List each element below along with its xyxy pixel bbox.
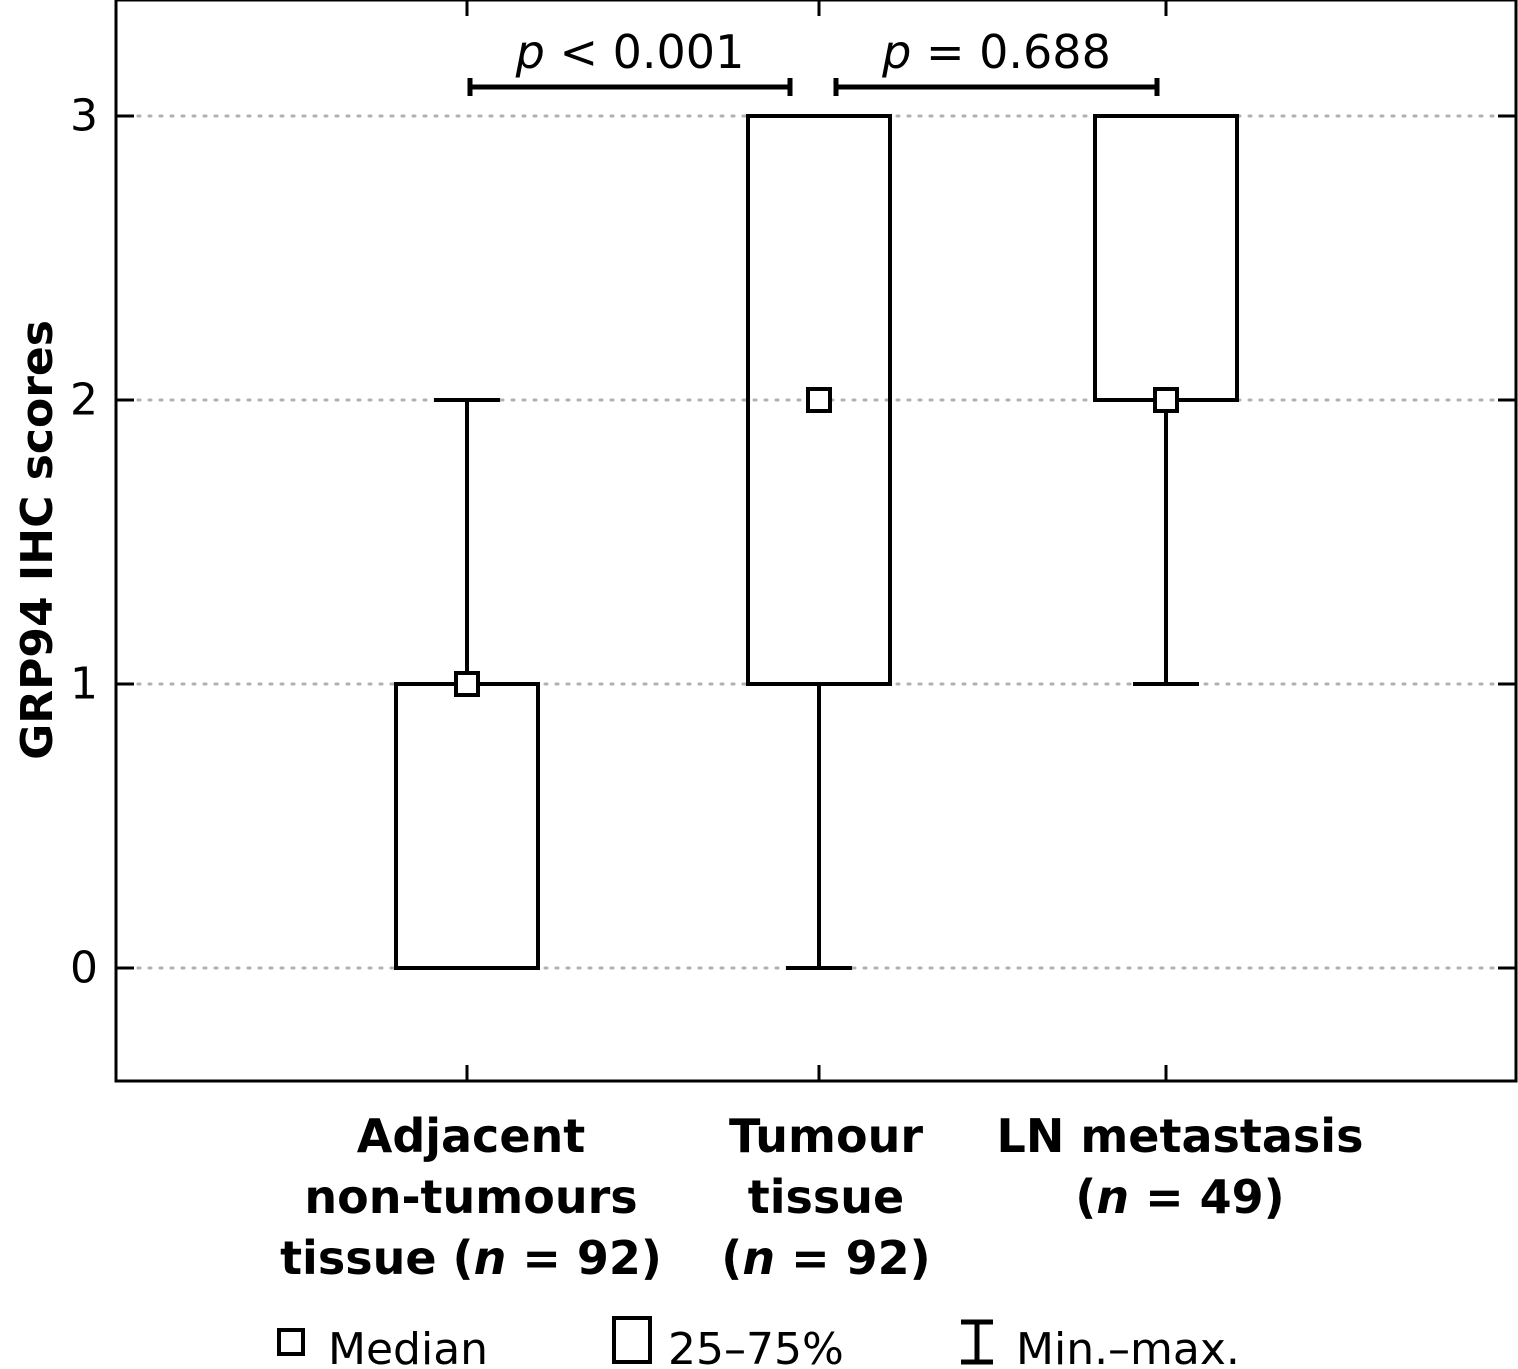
axis-ticks: 0 1 2 3 <box>70 0 1516 1081</box>
grid-lines <box>114 114 1518 970</box>
legend-median-icon <box>277 1328 305 1356</box>
label-part: Tumour <box>729 1109 923 1163</box>
y-axis-label: GRP94 IHC scores <box>12 320 63 760</box>
iqr-box <box>1093 114 1239 402</box>
median-marker <box>806 387 832 413</box>
p-value-label: p = 0.688 <box>881 25 1111 79</box>
label-part: Adjacent <box>357 1109 586 1163</box>
legend-median-label: Median <box>328 1324 488 1369</box>
plot-frame <box>114 0 1518 1083</box>
category-label-2-line-1: (n = 49) <box>1075 1170 1284 1224</box>
iqr-box <box>746 114 892 686</box>
y-tick-label-0: 0 <box>70 943 98 994</box>
boxes <box>394 114 1239 970</box>
category-label-2-line-0: LN metastasis <box>997 1109 1364 1163</box>
label-part: = 92) <box>775 1231 931 1285</box>
iqr-box <box>394 682 540 970</box>
median-marker <box>454 671 480 697</box>
label-part: n <box>474 1231 507 1285</box>
category-label-1-line-2: (n = 92) <box>721 1231 930 1285</box>
category-label-1-line-0: Tumour <box>729 1109 923 1163</box>
p-value-label: p < 0.001 <box>515 25 745 79</box>
y-tick-label-3: 3 <box>70 91 98 142</box>
box-group-2 <box>1093 114 1239 686</box>
significance-brackets: p < 0.001 p = 0.688 <box>467 25 1160 96</box>
label-part: = 49) <box>1129 1170 1285 1224</box>
label-part: = 92) <box>506 1231 662 1285</box>
box-group-0 <box>394 398 540 970</box>
category-label-0-line-1: non-tumours <box>304 1170 637 1224</box>
category-label-1-line-1: tissue <box>748 1170 904 1224</box>
p-rest: = 0.688 <box>911 25 1110 79</box>
label-part: tissue ( <box>280 1231 474 1285</box>
bracket-0: p < 0.001 <box>467 25 793 96</box>
category-label-0-line-0: Adjacent <box>357 1109 586 1163</box>
legend-range-label: Min.–max. <box>1016 1324 1240 1369</box>
label-part: n <box>742 1231 775 1285</box>
p-symbol: p <box>515 25 545 79</box>
p-symbol: p <box>881 25 911 79</box>
label-part: ( <box>721 1231 742 1285</box>
label-part: tissue <box>748 1170 904 1224</box>
y-tick-label-1: 1 <box>70 659 98 710</box>
label-part: n <box>1096 1170 1129 1224</box>
median-marker <box>1153 387 1179 413</box>
box-group-1 <box>746 114 892 970</box>
legend-box-label: 25–75% <box>668 1324 844 1369</box>
label-part: non-tumours <box>304 1170 637 1224</box>
y-tick-label-2: 2 <box>70 375 98 426</box>
legend: Median 25–75% Min.–max. <box>277 1316 1240 1369</box>
bracket-1: p = 0.688 <box>833 25 1160 96</box>
legend-box-icon <box>612 1316 652 1364</box>
label-part: LN metastasis <box>997 1109 1364 1163</box>
label-part: ( <box>1075 1170 1096 1224</box>
category-label-0-line-2: tissue (n = 92) <box>280 1231 662 1285</box>
p-rest: < 0.001 <box>545 25 744 79</box>
